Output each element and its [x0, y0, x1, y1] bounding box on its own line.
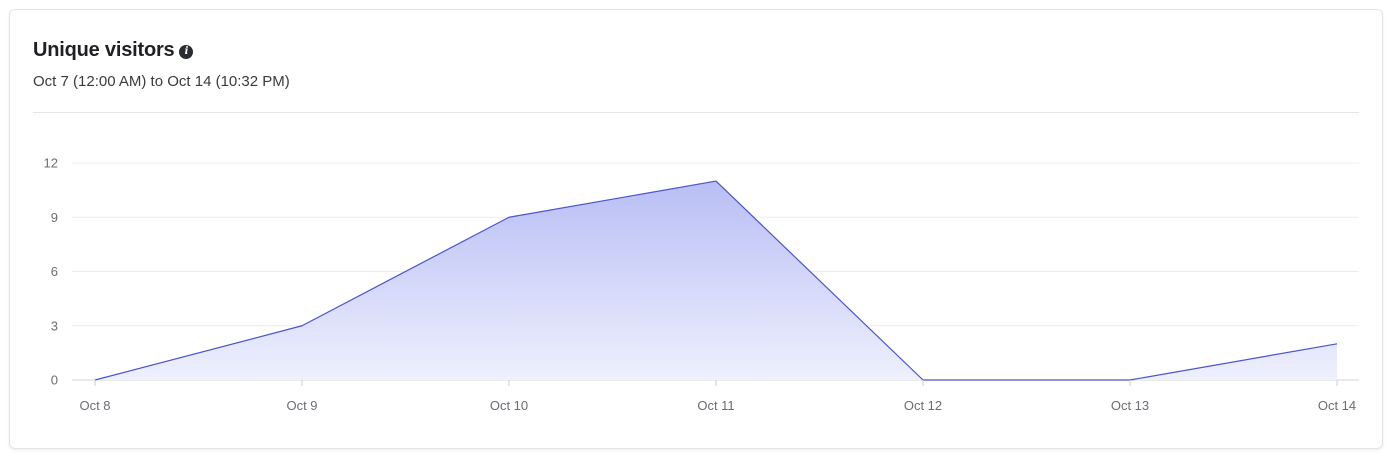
card-header: Unique visitors i Oct 7 (12:00 AM) to Oc…: [33, 37, 1359, 91]
y-axis: 0 3 6 9 12: [44, 156, 58, 388]
x-tick-label: Oct 14: [1318, 398, 1356, 413]
x-tick-label: Oct 11: [697, 398, 734, 413]
card-title: Unique visitors: [33, 38, 175, 61]
date-range-subtitle: Oct 7 (12:00 AM) to Oct 14 (10:32 PM): [33, 73, 290, 90]
x-tick-label: Oct 13: [1111, 398, 1149, 413]
data-point[interactable]: [503, 211, 515, 223]
x-axis: Oct 8 Oct 9 Oct 10 Oct 11 Oct 12 Oct 13 Oct 14: [79, 380, 1356, 413]
x-tick-label: Oct 8: [79, 398, 110, 413]
y-tick-label: 3: [51, 318, 58, 333]
y-tick-label: 6: [51, 264, 58, 279]
data-point[interactable]: [296, 320, 308, 332]
y-tick-label: 0: [51, 373, 58, 388]
data-point[interactable]: [1331, 338, 1343, 350]
series-area: [94, 175, 1343, 381]
area-fill: [95, 181, 1337, 380]
data-point[interactable]: [710, 175, 722, 187]
header-divider: [33, 112, 1359, 113]
x-tick-label: Oct 12: [904, 398, 942, 413]
x-tick-label: Oct 10: [490, 398, 528, 413]
info-icon[interactable]: i: [179, 44, 194, 59]
y-tick-label: 9: [51, 210, 58, 225]
title-row: Unique visitors i: [33, 37, 1359, 63]
y-tick-label: 12: [44, 156, 58, 171]
x-tick-label: Oct 9: [286, 398, 317, 413]
